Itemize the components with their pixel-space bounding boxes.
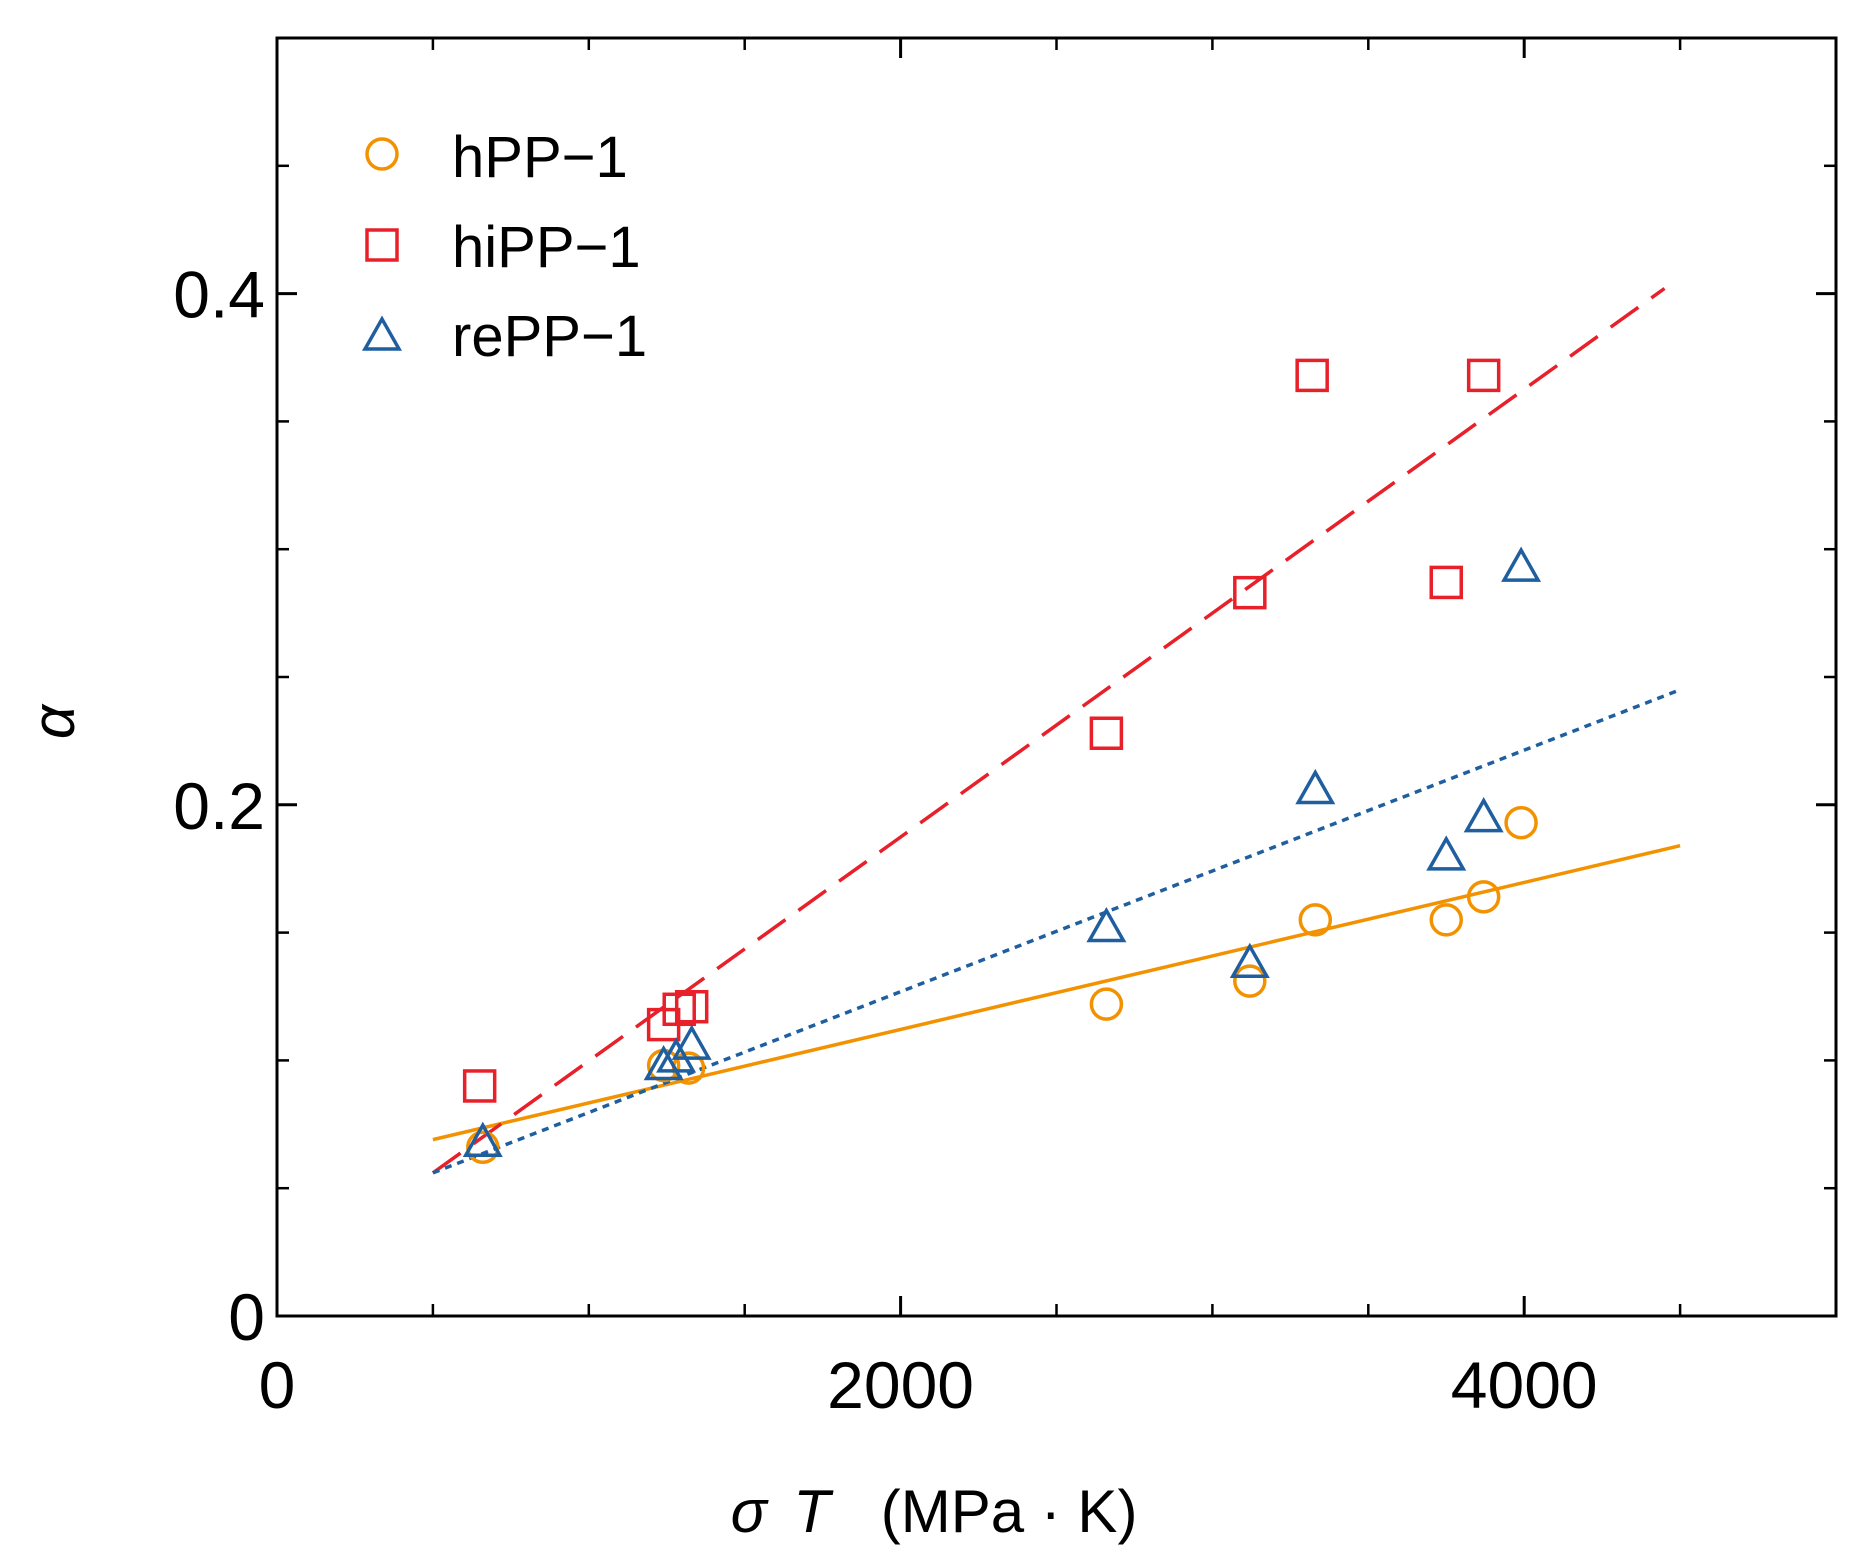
fit-line-0 <box>432 843 1681 1142</box>
fit-line-2 <box>432 688 1681 1175</box>
data-point-triangle <box>1229 942 1270 979</box>
data-point-circle <box>1233 964 1267 998</box>
y-tick-label: 0.4 <box>173 258 265 332</box>
data-point-triangle <box>643 1044 684 1081</box>
data-point-square <box>1429 565 1463 600</box>
data-point-square <box>1089 716 1124 750</box>
data-point-square <box>1466 358 1501 393</box>
x-tick-label: 0 <box>259 1348 296 1422</box>
data-point-square <box>674 989 709 1024</box>
x-axis-label: σ T (MPa · K) <box>731 1478 1138 1545</box>
data-point-square <box>1295 358 1329 393</box>
x-tick-label: 2000 <box>827 1348 974 1422</box>
data-point-circle <box>1089 987 1124 1021</box>
data-point-triangle <box>462 1121 503 1157</box>
legend-label-repp1: rePP−1 <box>452 304 647 369</box>
legend-label-hpp1: hPP−1 <box>452 125 628 190</box>
fit-line-1 <box>431 287 1666 1175</box>
axis-ticks <box>275 38 1836 1318</box>
legend: hPP−1 hiPP−1 rePP−1 <box>361 125 647 369</box>
data-point-triangle <box>1426 835 1467 871</box>
data-point-triangle <box>1463 797 1504 833</box>
y-tick-label: 0.2 <box>173 769 265 843</box>
data-point-circle <box>1298 903 1333 937</box>
data-point-circle <box>466 1130 500 1165</box>
legend-marker-circle <box>365 137 399 171</box>
data-point-circle <box>1504 805 1538 840</box>
data-point-triangle <box>1501 546 1542 582</box>
data-point-triangle <box>671 1024 712 1060</box>
tick-labels: 0 2000 4000 0 0.2 0.4 <box>173 258 1597 1422</box>
y-tick-label: 0 <box>228 1280 265 1354</box>
data-points <box>462 358 1542 1165</box>
legend-label-hipp1: hiPP−1 <box>452 215 641 280</box>
data-point-circle <box>1466 880 1501 914</box>
data-point-triangle <box>656 1037 697 1073</box>
data-point-triangle <box>1086 906 1127 943</box>
x-axis-sigma: σ <box>731 1478 770 1545</box>
data-point-square <box>462 1069 497 1103</box>
data-point-circle <box>1429 903 1463 937</box>
x-tick-label: 4000 <box>1451 1348 1598 1422</box>
data-point-square <box>1233 575 1267 610</box>
data-point-triangle <box>1295 768 1336 805</box>
legend-marker-triangle <box>361 315 403 351</box>
y-axis-label: α <box>20 703 87 739</box>
x-axis-T: T <box>793 1478 834 1545</box>
legend-marker-square <box>365 228 399 262</box>
x-axis-unit: (MPa · K) <box>881 1478 1138 1545</box>
fit-lines <box>431 287 1681 1175</box>
data-point-square <box>662 992 696 1027</box>
